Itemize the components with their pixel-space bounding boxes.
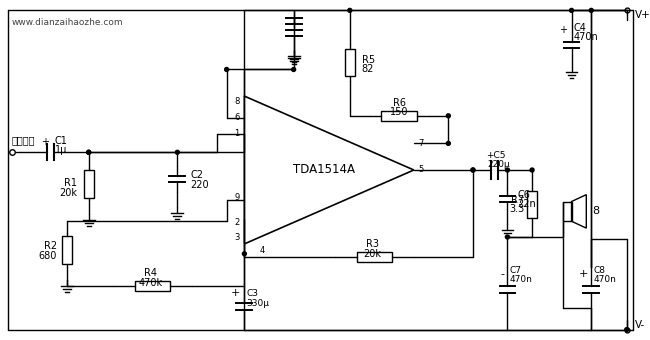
Text: C2: C2	[190, 170, 203, 180]
Text: 470n: 470n	[593, 275, 616, 284]
Text: R6: R6	[393, 98, 406, 108]
Text: C1: C1	[55, 136, 68, 147]
Text: C8: C8	[593, 266, 605, 275]
Text: 2: 2	[234, 218, 239, 227]
Circle shape	[176, 150, 179, 154]
Text: 220: 220	[190, 180, 209, 190]
Bar	[563, 202, 571, 221]
Text: 6: 6	[234, 113, 239, 122]
Text: 8: 8	[592, 206, 599, 216]
Text: +: +	[231, 288, 240, 298]
Text: 20k: 20k	[59, 188, 77, 198]
Text: 7: 7	[419, 139, 424, 148]
Circle shape	[348, 8, 352, 12]
Text: V-: V-	[634, 320, 645, 330]
Text: TDA1514A: TDA1514A	[293, 164, 355, 176]
Bar	[62, 236, 72, 264]
Circle shape	[86, 150, 90, 154]
Text: R4: R4	[144, 269, 157, 278]
Bar	[382, 111, 417, 121]
Circle shape	[506, 235, 510, 239]
Circle shape	[225, 68, 229, 71]
Circle shape	[569, 8, 573, 12]
Text: 1μ: 1μ	[55, 145, 68, 155]
Text: R1: R1	[64, 178, 77, 188]
Text: www.dianzaihaozhe.com: www.dianzaihaozhe.com	[12, 18, 124, 27]
Text: +C5: +C5	[486, 151, 505, 160]
Bar	[135, 281, 170, 291]
Text: 470n: 470n	[573, 32, 598, 42]
Text: +: +	[42, 137, 49, 148]
Text: 82: 82	[361, 65, 374, 74]
Text: 4: 4	[259, 246, 265, 255]
Text: 输入信号: 输入信号	[12, 135, 35, 146]
Text: C6: C6	[517, 190, 530, 200]
Circle shape	[292, 68, 296, 71]
Text: 470n: 470n	[510, 275, 532, 284]
Circle shape	[471, 168, 475, 172]
Text: 150: 150	[390, 107, 408, 117]
Circle shape	[625, 328, 629, 332]
Text: 680: 680	[39, 251, 57, 261]
Circle shape	[242, 252, 246, 256]
Text: 20k: 20k	[363, 249, 382, 259]
Text: +: +	[579, 269, 588, 279]
Bar	[84, 170, 94, 198]
Text: +: +	[558, 25, 567, 35]
Text: R3: R3	[366, 239, 379, 249]
Text: C3: C3	[246, 289, 258, 298]
Circle shape	[447, 141, 450, 146]
Text: 330μ: 330μ	[246, 299, 269, 307]
Text: -: -	[500, 269, 504, 279]
Text: 3: 3	[234, 234, 239, 242]
Text: R7: R7	[511, 194, 524, 205]
Text: C4: C4	[573, 23, 586, 33]
Text: V+: V+	[634, 10, 650, 20]
Text: 22n: 22n	[517, 200, 536, 209]
Circle shape	[506, 168, 510, 172]
Text: C7: C7	[510, 266, 521, 275]
Text: 1: 1	[234, 129, 239, 138]
Text: 3.3: 3.3	[509, 204, 524, 215]
Circle shape	[471, 168, 475, 172]
Bar	[527, 191, 537, 218]
Text: 470k: 470k	[138, 278, 163, 288]
Text: R2: R2	[44, 241, 57, 251]
Circle shape	[590, 8, 593, 12]
Text: 9: 9	[234, 193, 239, 202]
Circle shape	[530, 168, 534, 172]
Bar	[357, 252, 392, 262]
Text: 220μ: 220μ	[488, 159, 510, 169]
Circle shape	[447, 114, 450, 118]
Text: 8: 8	[234, 97, 239, 105]
Text: 5: 5	[419, 166, 424, 174]
Bar	[345, 49, 355, 76]
Circle shape	[86, 150, 90, 154]
Text: R5: R5	[361, 55, 375, 65]
